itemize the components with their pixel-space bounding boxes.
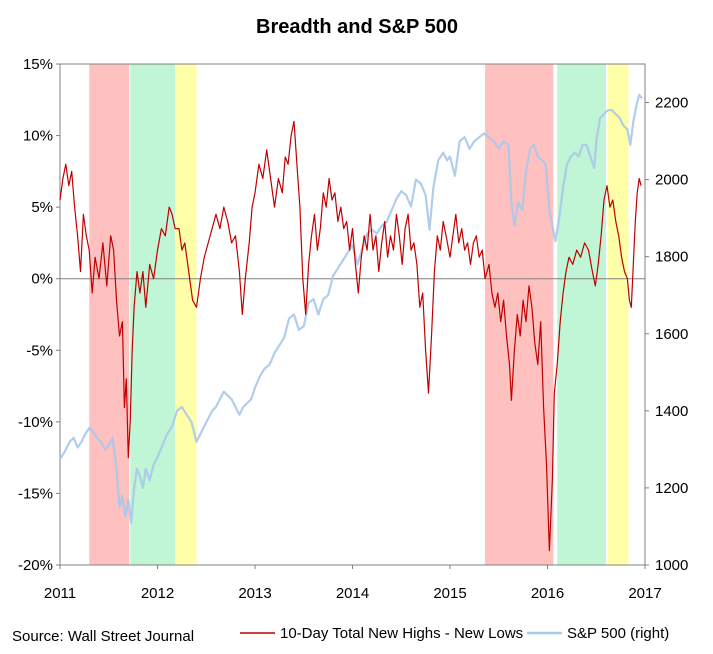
chart-title: Breadth and S&P 500 xyxy=(256,16,458,38)
y-left-tick-label: 5% xyxy=(31,199,53,216)
y-right-tick-label: 1800 xyxy=(655,249,688,266)
x-tick-label: 2011 xyxy=(44,585,76,602)
x-tick-label: 2012 xyxy=(141,585,174,602)
shaded-region-1 xyxy=(89,64,130,565)
source-note: Source: Wall Street Journal xyxy=(12,628,194,645)
breadth-line xyxy=(59,120,642,552)
shaded-region-4 xyxy=(485,64,554,565)
y-left-tick-label: -15% xyxy=(18,485,53,502)
legend-label-spx: S&P 500 (right) xyxy=(567,625,669,642)
y-left-tick-label: -10% xyxy=(18,414,53,431)
x-tick-label: 2016 xyxy=(531,585,564,602)
x-tick-label: 2015 xyxy=(433,585,466,602)
x-tick-label: 2017 xyxy=(628,585,661,602)
series-lines xyxy=(59,93,643,552)
y-right-tick-label: 2000 xyxy=(655,172,688,189)
shaded-region-5 xyxy=(557,64,606,565)
x-tick-label: 2013 xyxy=(238,585,271,602)
y-left-tick-label: 15% xyxy=(23,56,53,73)
y-right-tick-label: 1600 xyxy=(655,326,688,343)
shaded-region-3 xyxy=(175,64,197,565)
legend-label-breadth: 10-Day Total New Highs - New Lows xyxy=(280,625,523,642)
sp500-line xyxy=(59,93,643,524)
shaded-region-6 xyxy=(607,64,629,565)
y-right-tick-label: 1000 xyxy=(655,557,688,574)
shaded-region-2 xyxy=(130,64,176,565)
x-tick-label: 2014 xyxy=(336,585,369,602)
y-left-tick-label: 0% xyxy=(31,271,53,288)
axes: 15% 10% 5% 0% -5% -10% -15% -20% 2200 2000 1800 160… xyxy=(18,56,688,602)
legend: 10-Day Total New Highs - New Lows S&P 50… xyxy=(240,625,669,642)
y-left-tick-label: -20% xyxy=(18,557,53,574)
shaded-regions xyxy=(89,64,629,565)
y-right-tick-label: 1200 xyxy=(655,480,688,497)
y-right-tick-label: 2200 xyxy=(655,95,688,112)
y-left-tick-label: -5% xyxy=(26,342,53,359)
y-left-tick-label: 10% xyxy=(23,128,53,145)
y-right-tick-label: 1400 xyxy=(655,403,688,420)
